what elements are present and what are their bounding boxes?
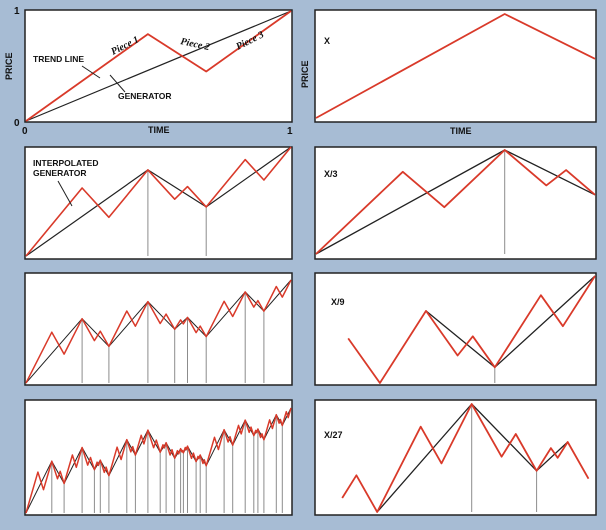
trend-line-label: TREND LINE xyxy=(33,54,84,64)
r3-generator-line xyxy=(347,275,596,384)
panel-l4-content xyxy=(25,407,292,514)
panel-r2-content xyxy=(315,149,596,255)
tick-y-one: 1 xyxy=(14,6,20,17)
panel-l2-content xyxy=(25,146,292,257)
tick-x-zero: 0 xyxy=(22,126,28,137)
r1-x-axis-label: TIME xyxy=(450,126,472,136)
interpolated-label-line2: GENERATOR xyxy=(33,168,87,178)
r1-generator-line xyxy=(315,13,596,119)
r2-generator-line xyxy=(315,149,596,255)
r1-scale-label: X xyxy=(324,36,330,46)
panel-l3-content xyxy=(25,279,292,384)
panel-r4-content xyxy=(341,403,590,513)
l1-trend-line xyxy=(25,10,292,122)
r4-previous-line xyxy=(376,403,569,513)
interpolated-label-line1: INTERPOLATED xyxy=(33,158,98,168)
l1-x-axis-label: TIME xyxy=(148,125,170,135)
r1-y-axis-label: PRICE xyxy=(300,60,310,88)
panel-l4-frame xyxy=(24,399,293,516)
r4-scale-label: X/27 xyxy=(324,430,343,440)
panel-l1-content xyxy=(25,10,292,122)
l1-generator-line xyxy=(25,10,292,122)
l4-interpolated-line xyxy=(25,407,292,514)
interpolated-pointer xyxy=(57,180,73,207)
panel-r1-content xyxy=(315,13,596,119)
panel-r3-frame xyxy=(314,272,597,386)
r3-scale-label: X/9 xyxy=(331,297,345,307)
tick-x-one: 1 xyxy=(287,126,293,137)
generator-label: GENERATOR xyxy=(118,91,172,101)
l3-previous-line xyxy=(25,279,292,384)
trend-line-pointer xyxy=(81,65,101,79)
l1-y-axis-label: PRICE xyxy=(4,52,14,80)
panel-l3-frame xyxy=(24,272,293,386)
l2-generator-line xyxy=(25,146,292,257)
r4-generator-line xyxy=(341,403,590,513)
l2-interpolated-line xyxy=(25,146,292,257)
panel-r3-content xyxy=(347,275,596,384)
panel-r1-frame xyxy=(314,9,597,123)
panel-r4-frame xyxy=(314,399,597,516)
generator-pointer xyxy=(109,74,126,93)
panel-r2-frame xyxy=(314,146,597,260)
l3-interpolated-line xyxy=(25,279,292,384)
tick-zero: 0 xyxy=(14,118,20,129)
r2-scale-label: X/3 xyxy=(324,169,338,179)
